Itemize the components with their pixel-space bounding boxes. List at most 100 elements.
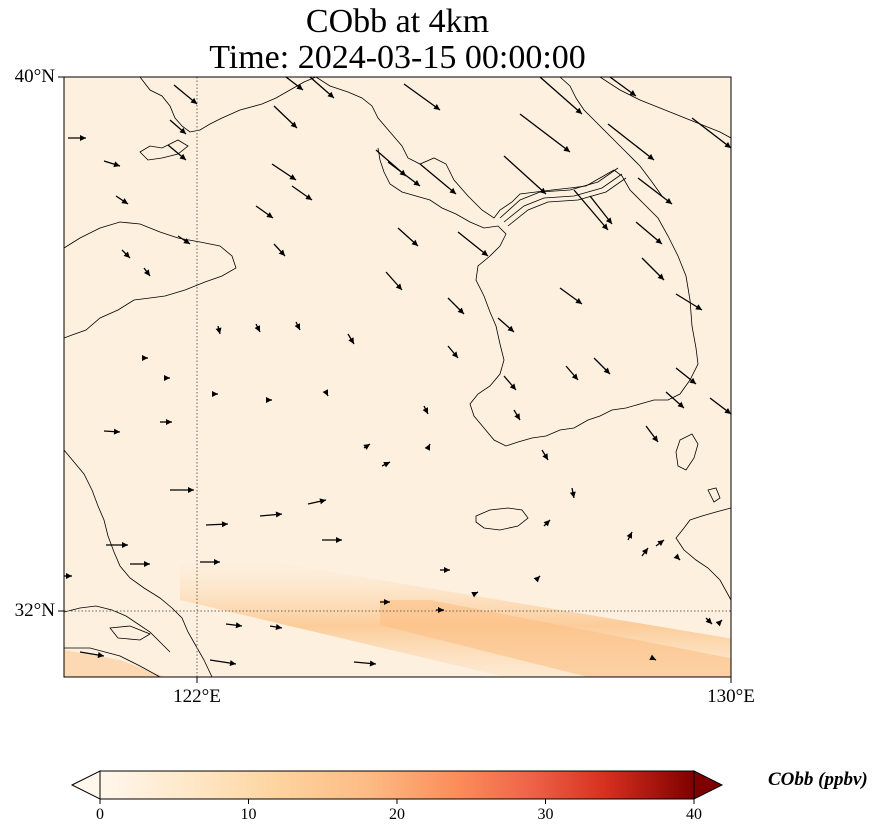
wind-vector-head (603, 367, 610, 374)
wind-vector-head (384, 599, 390, 605)
wind-vector-head (296, 83, 303, 90)
concentration-field (64, 77, 731, 677)
wind-vector-head (444, 567, 450, 573)
wind-vector-head (575, 298, 582, 304)
wind-vector-head (214, 559, 220, 565)
wind-vector-head (395, 283, 402, 290)
wind-vector-head (563, 145, 570, 152)
coastlines (64, 77, 731, 677)
wind-vector-head (229, 660, 236, 667)
wind-vector-head (665, 197, 672, 204)
wind-vector-head (164, 375, 170, 381)
wind-vector-head (652, 435, 658, 442)
wind-vector-head (705, 617, 712, 624)
wind-vector-head (457, 307, 464, 314)
colorbar-label: CObb (ppbv) (768, 769, 868, 790)
wind-vector-head (575, 107, 582, 114)
wind-vector-head (278, 249, 285, 256)
wind-vector-head (294, 323, 300, 330)
wind-vector-head (509, 383, 516, 390)
wind-vector-head (121, 198, 128, 204)
colorbar-tick-label: 20 (389, 806, 405, 823)
wind-vector-head (422, 407, 428, 414)
wind-vector-head (113, 161, 120, 168)
wind-vector-head (319, 498, 326, 505)
wind-vector-head (305, 194, 312, 200)
wind-vector-head (543, 520, 550, 527)
figure-title-line1: CObb at 4km (305, 3, 490, 40)
wind-vector-head (183, 238, 190, 244)
wind-vector-head (649, 654, 656, 660)
wind-vector-head (179, 153, 186, 160)
colorbar-tick-label: 40 (686, 806, 702, 823)
wind-vector-head (327, 91, 334, 98)
wind-vector-head (322, 389, 328, 396)
colorbar-extend-min (70, 770, 101, 800)
wind-vector-head (715, 620, 722, 627)
wind-vector-head (689, 377, 696, 384)
wind-vector-head (66, 573, 72, 579)
wind-vector-head (655, 237, 662, 244)
plume-core (380, 600, 731, 677)
lon-label-130e: 130°E (707, 686, 755, 707)
wind-vector-head (629, 90, 636, 96)
wind-vector-head (433, 104, 440, 110)
wind-vector (403, 83, 441, 111)
wind-vector-head (533, 576, 540, 583)
wind-vector-head (507, 325, 514, 332)
wind-vector-head (471, 592, 478, 598)
wind-vector-head (451, 351, 458, 358)
wind-vector-head (695, 304, 702, 310)
wind-vector (573, 189, 609, 231)
wind-vector-head (657, 540, 664, 546)
wind-vector (503, 155, 547, 195)
wind-vector-head (673, 553, 680, 560)
wind-vector-head (539, 187, 546, 194)
lat-label-40n: 40°N (14, 66, 55, 87)
wind-vector-head (647, 153, 654, 160)
wind-vector-head (122, 542, 128, 548)
wind-vector (539, 77, 583, 115)
map-frame (63, 76, 732, 678)
wind-vector-head (188, 487, 194, 493)
axis-ticks (58, 76, 732, 683)
wind-vector (419, 163, 457, 195)
wind-vector-head (383, 462, 390, 468)
wind-vector-head (571, 373, 578, 380)
wind-vector-head (363, 444, 370, 450)
wind-vector (387, 161, 421, 187)
wind-vector-head (626, 532, 632, 539)
wind-vector-head (290, 121, 297, 128)
colorbar (70, 770, 724, 804)
wind-vector-head (657, 273, 664, 280)
wind-vector-head (336, 537, 342, 543)
wind-vector-head (254, 325, 260, 332)
wind-vector-head (449, 187, 456, 194)
wind-vector-head (190, 97, 197, 104)
wind-vector-head (266, 212, 273, 218)
wind-vector-head (413, 180, 420, 186)
wind-vector-head (275, 511, 282, 518)
wind-vector-head (514, 413, 520, 420)
wind-vectors (64, 77, 731, 667)
wind-vector-head (724, 141, 731, 148)
wind-vector-head (542, 453, 548, 460)
map-panel (64, 77, 731, 677)
lat-label-32n: 32°N (14, 600, 55, 621)
wind-vector-head (677, 401, 684, 408)
wind-vector-head (569, 491, 576, 498)
wind-vector-head (212, 391, 218, 397)
wind-vector-head (123, 251, 130, 258)
colorbar-extend-max (693, 770, 724, 800)
wind-vector-head (411, 239, 418, 246)
colorbar-tick-label: 0 (96, 806, 104, 823)
wind-vector (519, 113, 571, 153)
wind-vector-head (113, 428, 120, 435)
wind-vector (637, 177, 673, 205)
lon-label-122e: 122°E (173, 686, 221, 707)
wind-vector-head (221, 521, 228, 528)
wind-vector-head (424, 444, 430, 451)
wind-vector-head (348, 337, 354, 344)
wind-vector (691, 117, 731, 149)
